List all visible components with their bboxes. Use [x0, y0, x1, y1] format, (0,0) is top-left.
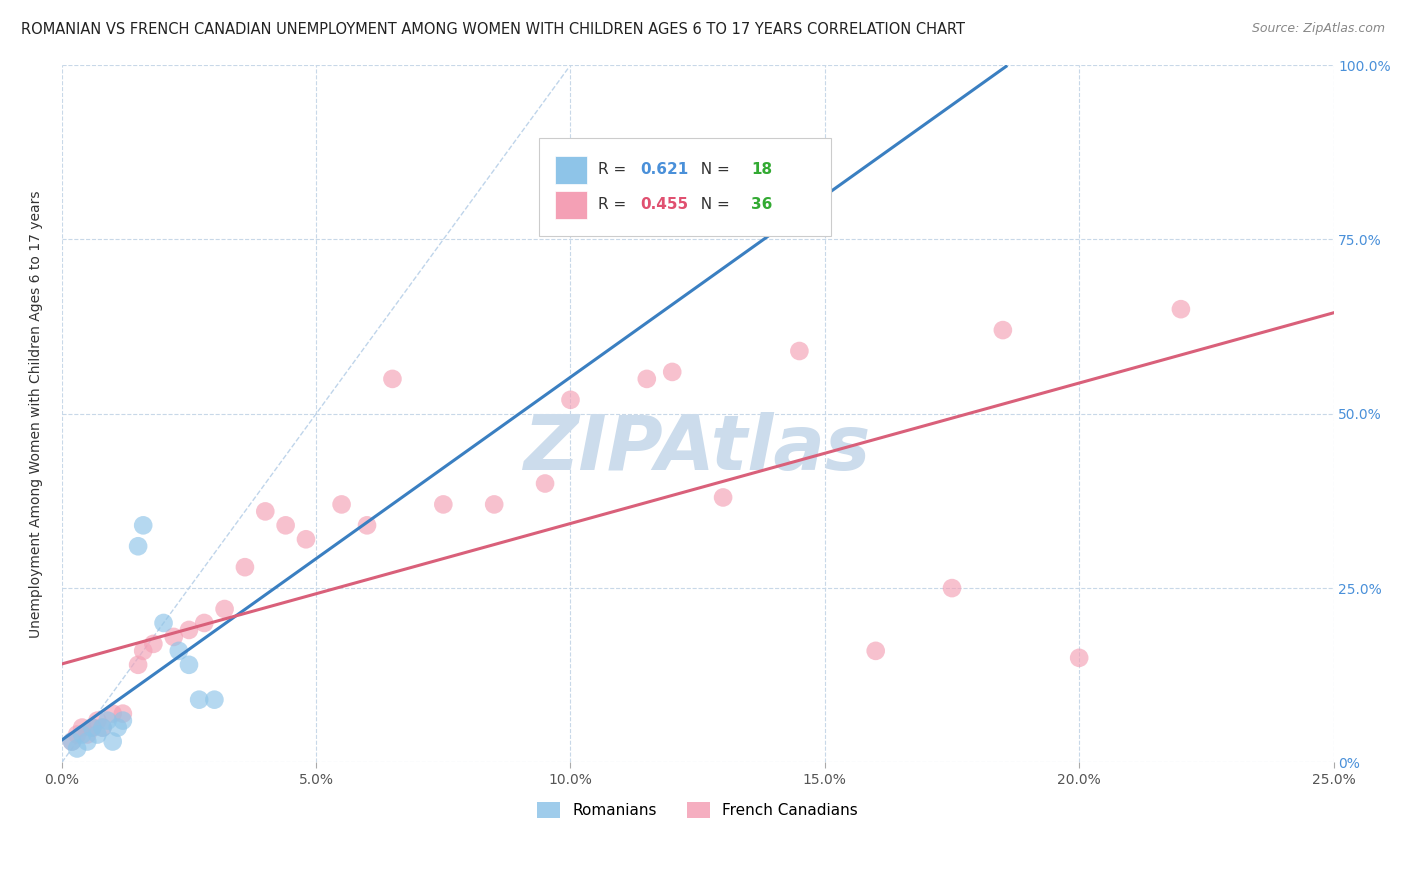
FancyBboxPatch shape [538, 138, 831, 236]
Text: 0.455: 0.455 [641, 197, 689, 212]
Point [177, 657, 200, 672]
Point [107, 721, 129, 735]
Point [60, 734, 83, 748]
Point [142, 637, 165, 651]
Point [111, 706, 134, 721]
Text: N =: N = [692, 197, 735, 212]
Point [356, 518, 378, 533]
Point [560, 392, 582, 407]
Point [86, 714, 108, 728]
Point [70, 727, 93, 741]
Point [233, 560, 256, 574]
Y-axis label: Unemployment Among Women with Children Ages 6 to 17 years: Unemployment Among Women with Children A… [30, 190, 44, 638]
Point [60, 734, 83, 748]
Point [66, 727, 89, 741]
Point [534, 476, 557, 491]
Point [167, 644, 190, 658]
Point [482, 497, 505, 511]
Point [97, 714, 120, 728]
Point [1170, 302, 1192, 317]
Text: ZIPAtlas: ZIPAtlas [524, 411, 872, 485]
Text: N =: N = [692, 162, 735, 178]
Text: ROMANIAN VS FRENCH CANADIAN UNEMPLOYMENT AMONG WOMEN WITH CHILDREN AGES 6 TO 17 : ROMANIAN VS FRENCH CANADIAN UNEMPLOYMENT… [21, 22, 965, 37]
Point [70, 721, 93, 735]
Text: 18: 18 [751, 162, 772, 178]
Point [91, 721, 114, 735]
Point [82, 721, 104, 735]
Point [76, 727, 98, 741]
Point [865, 644, 887, 658]
Point [76, 734, 98, 748]
Point [254, 504, 277, 518]
Point [432, 497, 454, 511]
Point [330, 497, 353, 511]
Point [91, 721, 114, 735]
Point [101, 706, 124, 721]
Point [941, 581, 963, 595]
Point [101, 734, 124, 748]
Point [127, 539, 149, 553]
Point [1069, 650, 1091, 665]
Point [274, 518, 297, 533]
Text: Source: ZipAtlas.com: Source: ZipAtlas.com [1251, 22, 1385, 36]
Text: 0.621: 0.621 [641, 162, 689, 178]
Point [111, 714, 134, 728]
Bar [555, 191, 588, 219]
Bar [555, 156, 588, 184]
Point [381, 372, 404, 386]
Point [66, 741, 89, 756]
Point [636, 372, 658, 386]
Point [177, 623, 200, 637]
Point [132, 518, 155, 533]
Point [789, 344, 811, 359]
Point [188, 692, 211, 706]
Text: R =: R = [599, 197, 631, 212]
Point [82, 721, 104, 735]
Point [214, 602, 236, 616]
Point [193, 615, 215, 630]
Point [127, 657, 149, 672]
Text: 36: 36 [751, 197, 772, 212]
Text: R =: R = [599, 162, 631, 178]
Point [711, 491, 734, 505]
Point [202, 692, 225, 706]
Point [163, 630, 186, 644]
Point [152, 615, 174, 630]
Legend: Romanians, French Canadians: Romanians, French Canadians [531, 797, 865, 824]
Point [661, 365, 683, 379]
Point [295, 533, 318, 547]
Point [991, 323, 1014, 337]
Point [132, 644, 155, 658]
Point [86, 727, 108, 741]
